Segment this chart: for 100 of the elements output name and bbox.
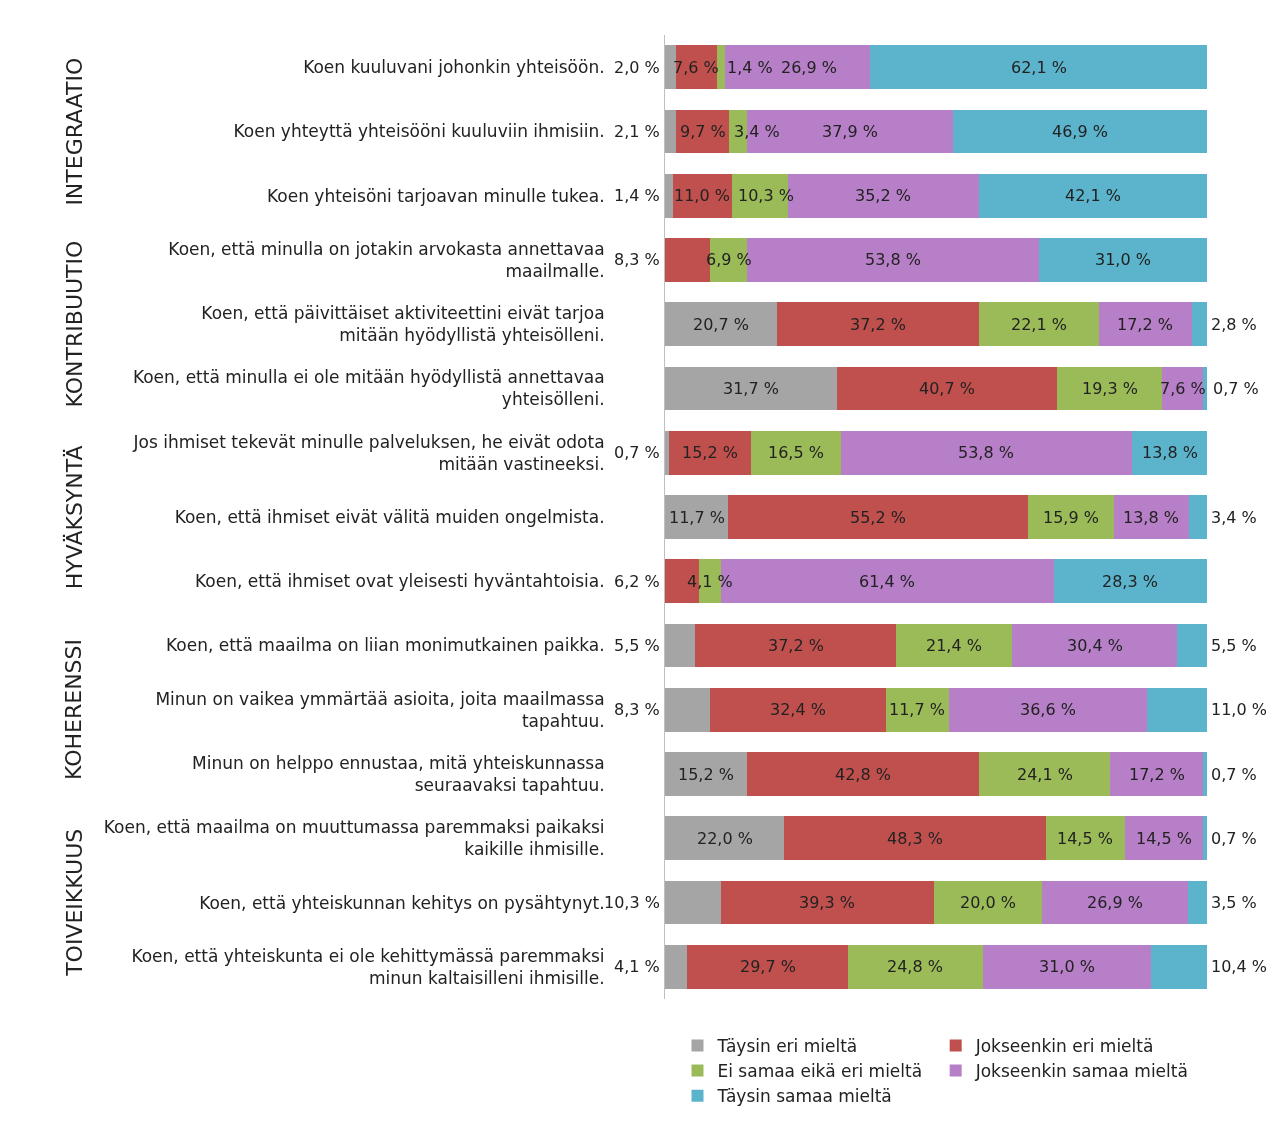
data-label: 31,0 %: [1095, 250, 1151, 269]
data-label: 11,7 %: [669, 508, 725, 527]
bar: [982, 945, 1151, 989]
data-label: 5,5 %: [614, 636, 660, 655]
bar: [665, 366, 837, 411]
y-tick-label: Koen, että päivittäiset aktiviteettini eivät tarjoa mitään hyödyllistä yhteisölleni.: [201, 303, 605, 346]
bar: [665, 816, 785, 861]
data-label: 37,9 %: [822, 122, 878, 141]
bar: [665, 752, 748, 796]
data-label: 8,3 %: [614, 250, 660, 269]
bar: [665, 45, 676, 89]
data-label: 22,0 %: [697, 829, 753, 848]
bar: [885, 687, 950, 732]
y-tick-label: Koen, että yhteiskunnan kehitys on pysähtynyt.: [199, 892, 605, 913]
data-label: 62,1 %: [1011, 58, 1067, 77]
data-label: 2,0 %: [614, 58, 660, 77]
text: KONTRIBUUTIO: [62, 240, 88, 408]
data-label: 53,8 %: [865, 250, 921, 269]
bar: [978, 302, 1099, 347]
bar: [1053, 559, 1207, 604]
bar: [751, 430, 841, 475]
bar: [1098, 302, 1192, 347]
data-label: 32,4 %: [770, 700, 826, 719]
y-tick-label: Minun on vaikea ymmärtää asioita, joita maailmassa tapahtuu.: [155, 688, 605, 731]
y-tick-label: Minun on helppo ennustaa, mitä yhteiskunnassa seuraavaksi tapahtuu.: [192, 752, 605, 796]
y-tick-label: Koen yhteyttä yhteisööni kuuluviin ihmisiin.: [233, 121, 605, 142]
bar: [1113, 495, 1189, 539]
y-tick-label: Koen, että maailma on muuttumassa paremmaksi paikaksi kaikille ihmisille.: [103, 817, 605, 860]
y-tick-label: Koen kuuluvani johonkin yhteisöön.: [303, 57, 605, 78]
legend-label: Täysin eri mieltä: [716, 1036, 858, 1057]
bar: [665, 109, 677, 154]
text: INTEGRAATIO: [61, 57, 87, 206]
data-label: 0,7 %: [1213, 379, 1259, 398]
data-label: 8,3 %: [614, 700, 660, 719]
bar: [728, 495, 1028, 539]
data-label: 0,7 %: [1211, 829, 1257, 848]
data-label: 17,2 %: [1129, 765, 1185, 784]
bar: [933, 880, 1043, 925]
data-label: 20,0 %: [960, 893, 1016, 912]
bar: [1027, 495, 1114, 539]
y-tick-label: Koen, että minulla ei ole mitään hyödyllistä annettavaa yhteisölleni.: [132, 367, 605, 410]
data-label: 40,7 %: [919, 379, 975, 398]
data-label: 35,2 %: [855, 186, 911, 205]
bar: [1203, 752, 1207, 796]
data-label: 48,3 %: [887, 829, 943, 848]
data-label: 29,7 %: [740, 957, 796, 976]
y-tick-label: Koen, että maailma on liian monimutkainen paikka.: [165, 635, 605, 656]
data-label: 37,2 %: [768, 636, 824, 655]
y-tick-label: Jos ihmiset tekevät minulle palveluksen, he eivät odota mitään vastineeksi.: [132, 431, 605, 474]
data-label: 21,4 %: [926, 636, 982, 655]
data-label: 39,3 %: [799, 893, 855, 912]
data-label: 28,3 %: [1102, 572, 1158, 591]
data-label: 11,0 %: [674, 186, 730, 205]
y-tick-label: Koen, että ihmiset eivät välitä muiden ongelmista.: [174, 506, 605, 527]
bar: [1057, 366, 1163, 411]
text: TOIVEIKKUUS: [61, 828, 87, 977]
bar: [668, 430, 752, 475]
data-label: 11,0 %: [1211, 700, 1267, 719]
bar: [1046, 816, 1125, 861]
bar: [1203, 366, 1207, 411]
data-label: 4,1 %: [614, 957, 660, 976]
data-label: 20,7 %: [693, 315, 749, 334]
y-tick-label: Koen, että yhteiskunta ei ole kehittymässä paremmaksi minun kaltaisilleni ihmisille.: [131, 945, 605, 988]
data-label: 14,5 %: [1057, 829, 1113, 848]
bar: [1038, 238, 1207, 282]
data-label: 31,0 %: [1039, 957, 1095, 976]
bar: [687, 945, 849, 989]
bar: [665, 302, 778, 347]
bar: [1203, 816, 1207, 861]
bar: [870, 45, 1207, 89]
data-label: 0,7 %: [1211, 765, 1257, 784]
bar: [1109, 752, 1204, 796]
bar: [840, 430, 1133, 475]
bar: [1188, 495, 1207, 539]
bar: [836, 366, 1058, 411]
y-tick-label: Koen, että minulla on jotakin arvokasta annettavaa maailmalle.: [168, 238, 605, 281]
legend-label: Jokseenkin eri mieltä: [974, 1036, 1154, 1057]
bar: [784, 816, 1047, 861]
data-label: 24,1 %: [1017, 765, 1073, 784]
bar: [1191, 302, 1207, 347]
bar: [665, 495, 729, 539]
data-label: 10,3 %: [604, 893, 660, 912]
bar: [720, 880, 934, 925]
bar: [724, 45, 871, 89]
bar: [848, 945, 983, 989]
data-label: 13,8 %: [1142, 443, 1198, 462]
bar: [665, 687, 710, 732]
bar: [978, 173, 1207, 218]
bar: [1012, 623, 1178, 668]
data-label: 14,5 %: [1136, 829, 1192, 848]
data-label: 2,8 %: [1211, 315, 1257, 334]
data-label: 31,7 %: [723, 379, 779, 398]
data-label: 3,5 %: [1211, 893, 1257, 912]
bar: [1042, 880, 1189, 925]
data-label: 1,4 %: [614, 186, 660, 205]
bar: [952, 109, 1207, 154]
bar: [949, 687, 1148, 732]
legend-label: Jokseenkin samaa mieltä: [974, 1061, 1188, 1082]
legend-label: Täysin samaa mieltä: [716, 1086, 892, 1107]
bar: [709, 687, 886, 732]
